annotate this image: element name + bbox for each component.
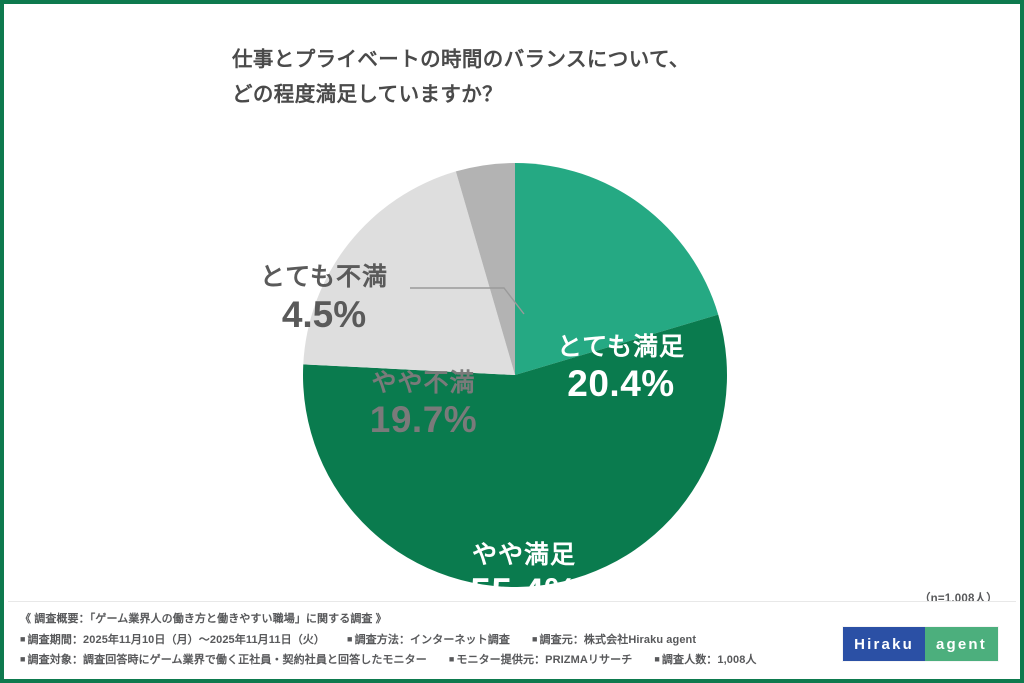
pie-svg	[303, 163, 728, 588]
bullet-icon: ■	[20, 654, 26, 665]
bullet-icon: ■	[531, 633, 538, 644]
page-title-line-2: どの程度満足していますか？	[232, 83, 504, 107]
page-title-line-1: 仕事とプライベートの時間のバランスについて、	[232, 48, 690, 71]
callout-leader-line	[410, 287, 525, 315]
survey-footer: 《 調査概要：「ゲーム業界人の働き方と働きやすい職場」に関する調査 》 ■ 調査期…	[8, 601, 1016, 675]
page-title: 仕事とプライベートの時間のバランスについて、 どの程度満足していますか？	[232, 42, 932, 113]
survey-target-label: 調査対象：調査回答時にゲーム業界で働く正社員・契約社員と回答したモニター	[27, 654, 427, 667]
survey-source-label: 調査元：株式会社Hiraku agent	[539, 633, 697, 646]
brand-logo-hiraku: Hiraku	[843, 627, 925, 661]
survey-period-label: 調査期間：2025年11月10日（月）〜2025年11月11日（火）	[27, 633, 326, 646]
slice-label-percent: 4.5%	[281, 294, 367, 335]
survey-overview-label: 《 調査概要：「ゲーム業界人の働き方と働きやすい職場」に関する調査 》	[20, 613, 387, 625]
brand-logo[interactable]: Hiraku agent	[843, 627, 998, 661]
pie-chart-graphic	[300, 160, 730, 590]
survey-count-label: 調査人数：1,008人	[661, 654, 757, 667]
bullet-icon: ■	[448, 654, 455, 665]
pie-chart: とても満足 20.4% やや満足 55.4% やや不満 19.7% とても不満 …	[4, 124, 1020, 611]
bullet-icon: ■	[347, 633, 353, 644]
survey-method-label: 調査方法：インターネット調査	[354, 633, 510, 646]
bullet-icon: ■	[20, 633, 26, 644]
survey-footer-text: 《 調査概要：「ゲーム業界人の働き方と働きやすい職場」に関する調査 》 ■ 調査期…	[20, 609, 757, 671]
survey-target-row: ■ 調査対象：調査回答時にゲーム業界で働く正社員・契約社員と回答したモニター ■ モニ…	[20, 650, 757, 671]
pie-slice-somewhat-dissatisfied[interactable]	[303, 171, 515, 375]
pie-slice-somewhat-satisfied[interactable]	[303, 314, 728, 588]
bullet-icon: ■	[654, 654, 660, 665]
brand-logo-agent: agent	[924, 627, 998, 661]
pie-slice-very-dissatisfied[interactable]	[455, 163, 515, 375]
survey-period-row: ■ 調査期間：2025年11月10日（月）〜2025年11月11日（火） ■ 調査方法…	[20, 630, 757, 651]
slice-label-name: とても不満	[259, 263, 388, 291]
slice-label-very-dissatisfied: とても不満 4.5%	[234, 264, 414, 335]
pie-slice-very-satisfied[interactable]	[515, 163, 719, 375]
survey-overview-row: 《 調査概要：「ゲーム業界人の働き方と働きやすい職場」に関する調査 》	[20, 609, 757, 630]
survey-monitor-label: モニター提供元：PRIZMAリサーチ	[456, 654, 633, 667]
